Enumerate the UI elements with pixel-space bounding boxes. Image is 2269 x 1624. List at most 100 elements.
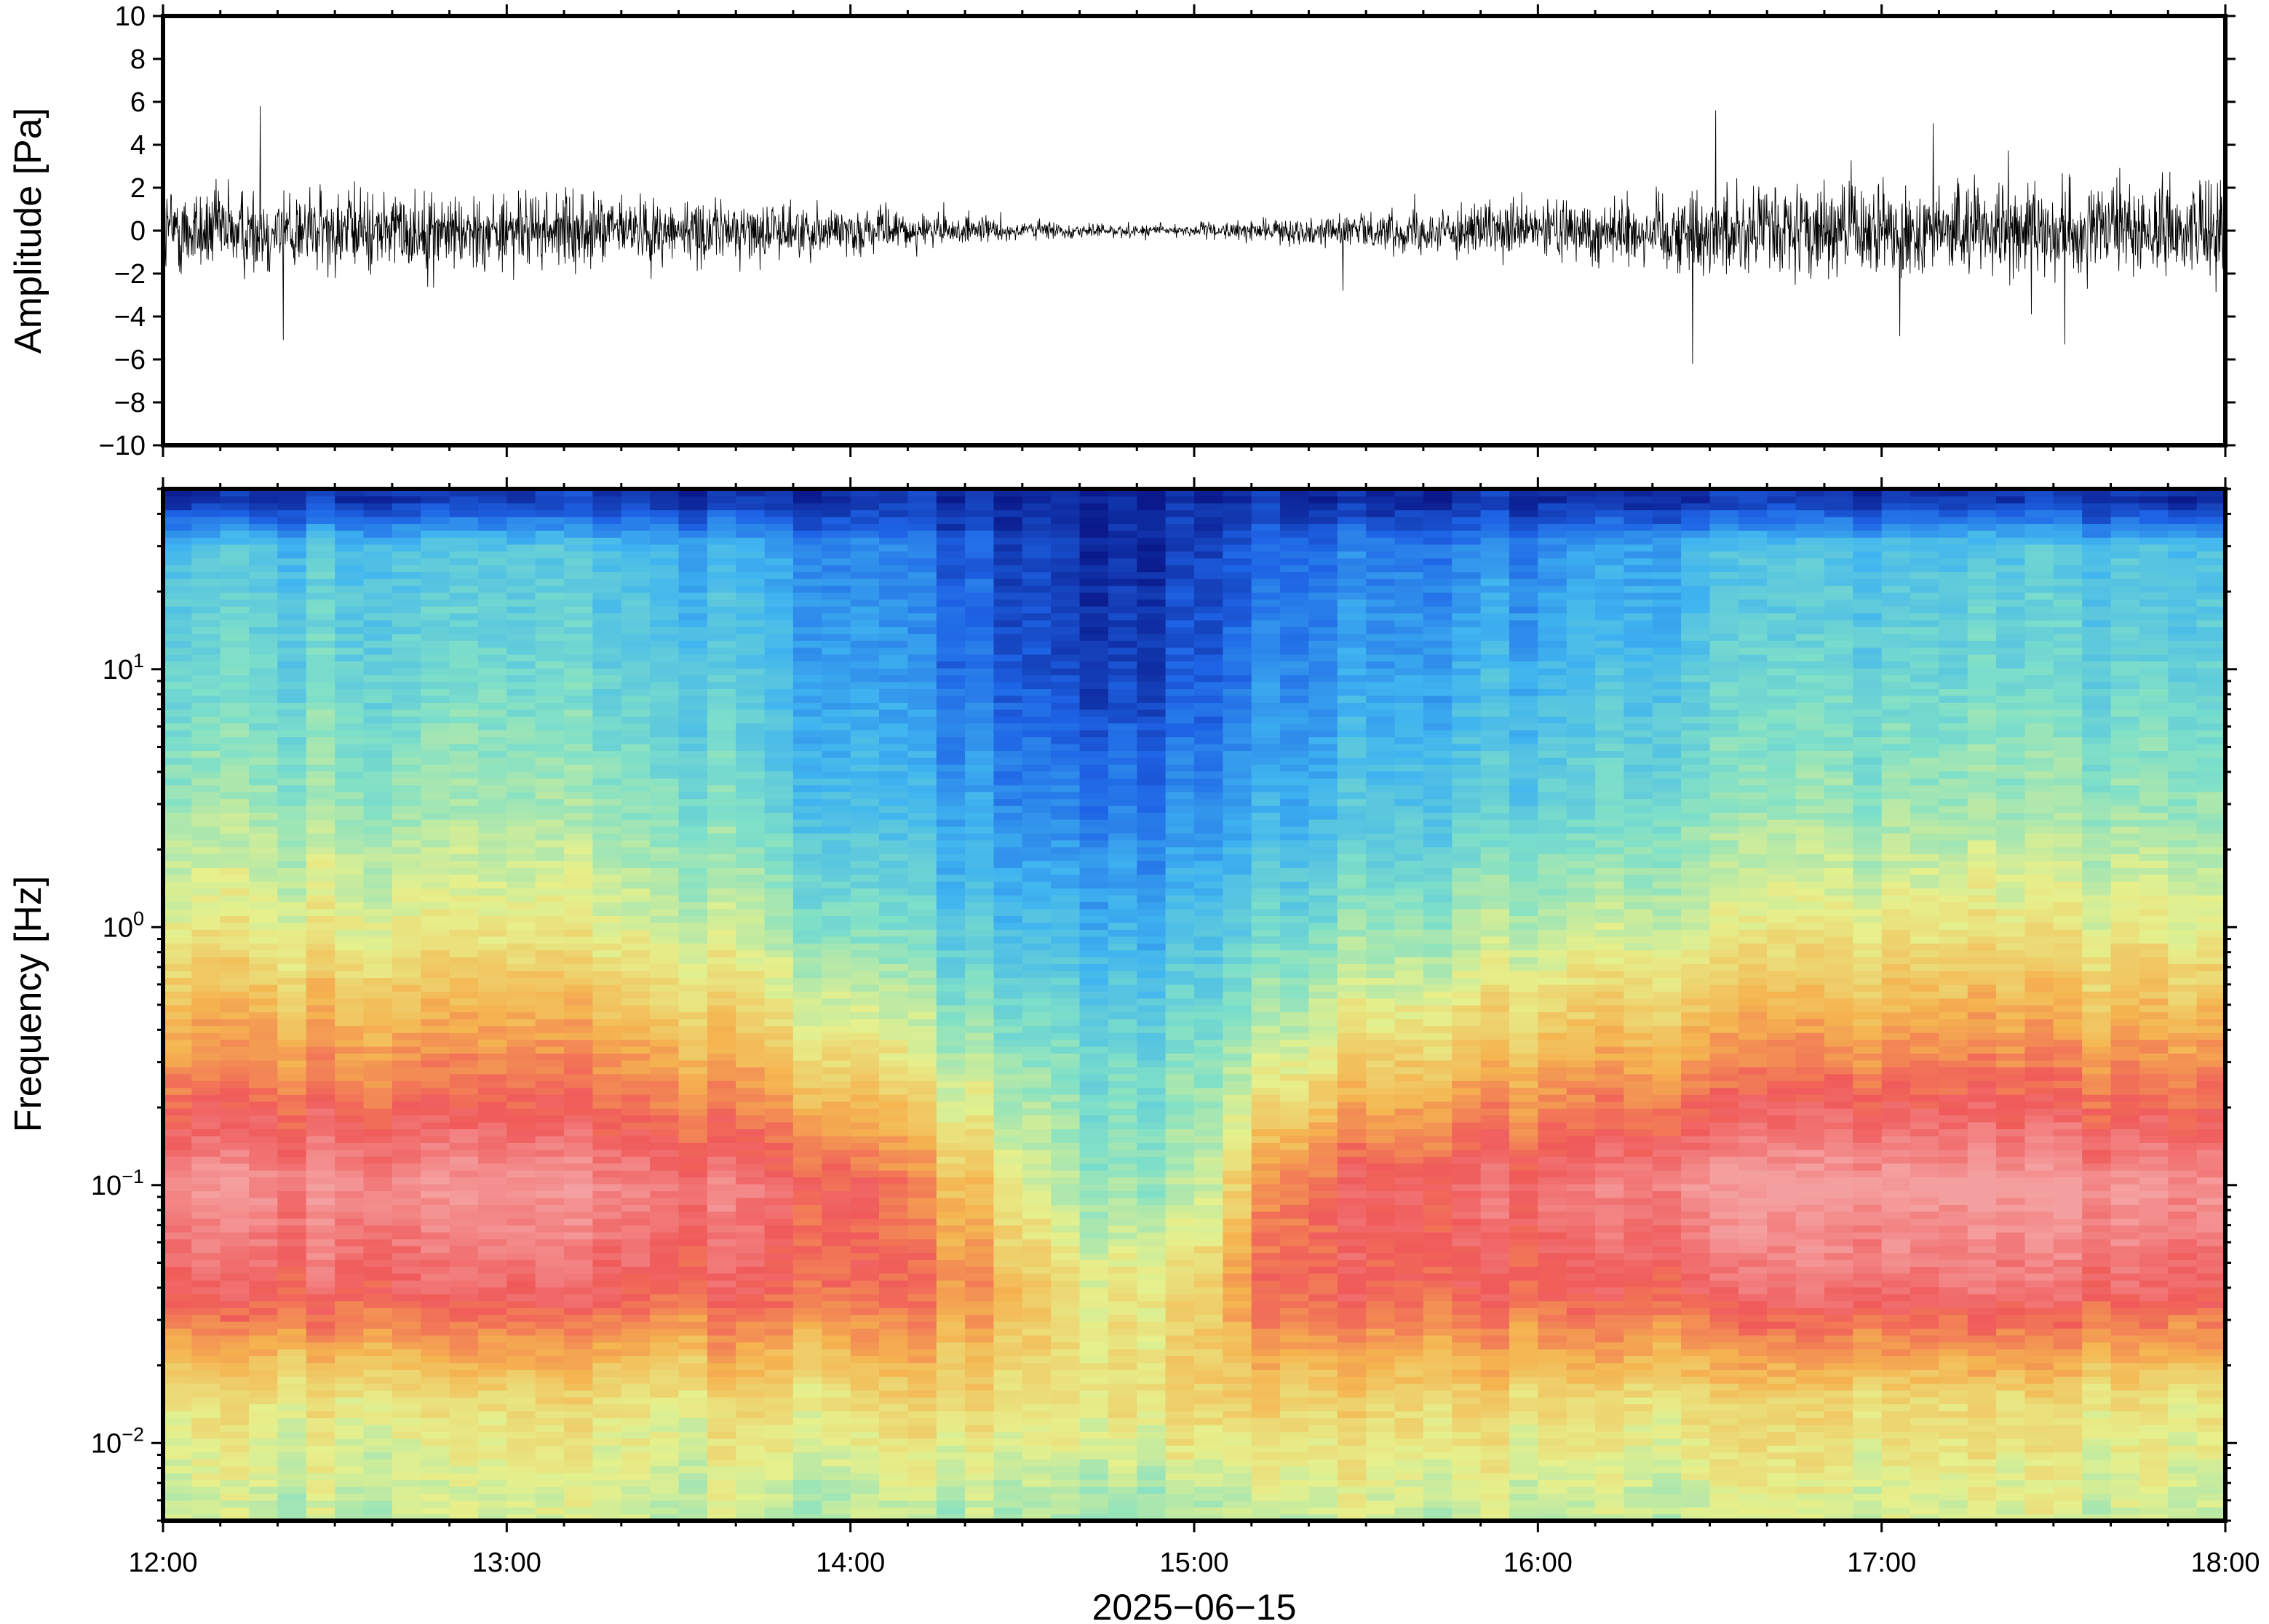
spectrogram-cell [792, 674, 823, 682]
spectrogram-cell [249, 661, 279, 669]
spectrogram-cell [249, 516, 279, 525]
spectrogram-cell [249, 936, 279, 944]
spectrogram-cell [965, 867, 995, 875]
spectrogram-cell [678, 1059, 708, 1067]
spectrogram-cell [850, 1342, 880, 1350]
spectrogram-cell [306, 970, 335, 978]
spectrogram-cell [707, 1300, 737, 1308]
spectrogram-cell [363, 1307, 393, 1315]
spectrogram-cell [592, 1163, 622, 1171]
spectrogram-cell [993, 667, 1023, 676]
spectrogram-cell [421, 1390, 450, 1398]
spectrogram-cell [306, 1513, 335, 1521]
spectrogram-cell [191, 1376, 221, 1384]
spectrogram-cell [163, 1107, 193, 1116]
spectrogram-cell [1022, 1121, 1052, 1129]
spectrogram-cell [650, 1431, 680, 1439]
spectrogram-cell [736, 867, 766, 875]
spectrogram-cell [736, 956, 766, 965]
spectrogram-cell [993, 530, 1023, 538]
spectrogram-cell [564, 771, 594, 779]
spectrogram-cell [936, 771, 966, 779]
spectrogram-cell [335, 1445, 365, 1453]
spectrogram-cell [506, 894, 536, 902]
spectrogram-cell [392, 530, 422, 538]
spectrogram-cell [363, 1067, 393, 1075]
spectrogram-cell [822, 1486, 851, 1494]
spectrogram-cell [965, 798, 995, 806]
spectrogram-cell [1022, 1458, 1052, 1467]
spectrogram-cell [1051, 1005, 1081, 1013]
spectrogram-cell [191, 592, 221, 600]
spectrogram-cell [306, 1273, 335, 1281]
spectrogram-cell [822, 1025, 851, 1033]
spectrogram-cell [650, 757, 680, 765]
spectrogram-cell [850, 1273, 880, 1281]
spectrogram-cell [592, 1486, 622, 1494]
spectrogram-cell [678, 1232, 708, 1240]
spectrogram-cell [478, 1507, 508, 1515]
spectrogram-cell [478, 1080, 508, 1088]
spectrogram-cell [392, 1286, 422, 1294]
spectrogram-cell [506, 736, 536, 744]
spectrogram-cell [449, 1156, 479, 1164]
spectrogram-cell [220, 1424, 250, 1432]
spectrogram-cell [907, 784, 937, 792]
spectrogram-cell [335, 936, 365, 944]
spectrogram-cell [163, 1183, 193, 1192]
spectrogram-cell [822, 880, 851, 889]
spectrogram-cell [764, 537, 794, 545]
spectrogram-cell [1079, 1314, 1109, 1322]
spectrogram-cell [936, 1266, 966, 1274]
spectrogram-cell [822, 647, 851, 655]
spectrogram-cell [822, 1362, 851, 1370]
spectrogram-cell [478, 1424, 508, 1432]
spectrogram-cell [363, 1094, 393, 1102]
spectrogram-cell [220, 674, 250, 682]
spectrogram-cell [707, 743, 737, 752]
spectrogram-cell [965, 1101, 995, 1109]
spectrogram-cell [678, 1245, 708, 1254]
spectrogram-cell [306, 571, 335, 579]
spectrogram-cell [163, 867, 193, 875]
spectrogram-cell [907, 605, 937, 613]
spectrogram-cell [621, 750, 651, 758]
spectrogram-cell [907, 1156, 937, 1164]
spectrogram-cell [936, 929, 966, 937]
spectrogram-cell [564, 908, 594, 916]
spectrogram-cell [822, 846, 851, 854]
spectrogram-cell [850, 950, 880, 958]
spectrogram-cell [592, 667, 622, 676]
spectrogram-cell [650, 1424, 680, 1432]
spectrogram-cell [277, 599, 307, 607]
spectrogram-cell [1022, 977, 1052, 985]
spectrogram-cell [707, 853, 737, 861]
spectrogram-cell [764, 502, 794, 511]
spectrogram-cell [707, 1266, 737, 1274]
spectrogram-cell [592, 1259, 622, 1267]
spectrogram-cell [249, 1039, 279, 1047]
spectrogram-cell [965, 653, 995, 662]
spectrogram-cell [707, 791, 737, 800]
spectrogram-cell [993, 750, 1023, 758]
spectrogram-cell [277, 709, 307, 717]
spectrogram-cell [191, 1156, 221, 1164]
spectrogram-cell [879, 1369, 909, 1377]
spectrogram-cell [936, 874, 966, 882]
spectrogram-cell [736, 1452, 766, 1460]
spectrogram-cell [993, 1280, 1023, 1288]
spectrogram-cell [277, 1053, 307, 1061]
spectrogram-cell [650, 633, 680, 641]
spectrogram-cell [506, 1142, 536, 1150]
spectrogram-cell [392, 578, 422, 586]
spectrogram-cell [736, 963, 766, 971]
spectrogram-cell [678, 1163, 708, 1171]
spectrogram-cell [1022, 1472, 1052, 1481]
spectrogram-cell [1051, 942, 1081, 951]
spectrogram-cell [163, 1431, 193, 1439]
spectrogram-cell [277, 1142, 307, 1150]
spectrogram-cell [621, 984, 651, 992]
spectrogram-cell [449, 1431, 479, 1439]
waveform-trace [163, 106, 2225, 364]
spectrogram-cell [792, 998, 823, 1006]
